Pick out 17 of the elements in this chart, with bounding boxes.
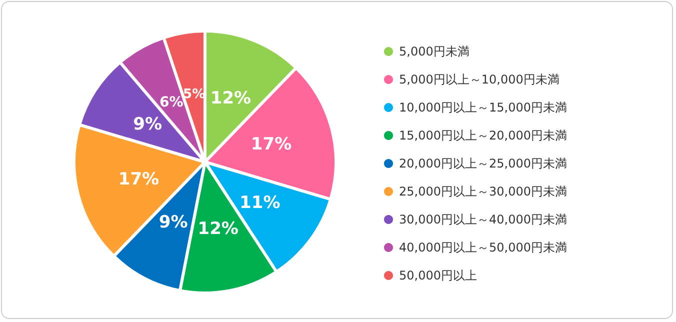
data-label: 9% [158,212,188,233]
data-label: 6% [159,94,184,110]
data-label: 17% [118,169,160,190]
legend-label: 5,000円以上～10,000円未満 [399,72,560,86]
data-label: 9% [133,114,162,135]
legend-label: 10,000円以上～15,000円未満 [399,100,567,114]
data-label: 12% [210,88,252,109]
legend-label: 20,000円以上～25,000円未満 [399,156,567,170]
data-label: 11% [240,192,280,213]
legend-label: 50,000円以上 [399,268,477,282]
legend-label: 30,000円以上～40,000円未満 [399,212,567,226]
data-label: 12% [198,219,238,240]
legend-label: 40,000円以上～50,000円未満 [399,240,567,254]
legend-label: 15,000円以上～20,000円未満 [399,128,567,142]
legend-label: 25,000円以上～30,000円未満 [399,184,567,198]
legend-label: 5,000円未満 [399,44,470,58]
data-label: 17% [250,134,292,155]
